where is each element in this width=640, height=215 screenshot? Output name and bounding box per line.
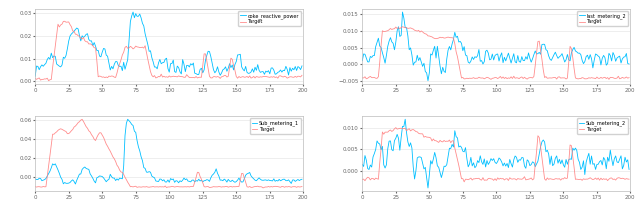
- coke_reactive_power: [129, 11, 137, 13]
- Sub_metering_2: [432, 156, 440, 159]
- Target: [625, 178, 633, 181]
- Target: [614, 177, 622, 179]
- Sub_metering_2: [410, 166, 417, 168]
- Sub_metering_2: [605, 160, 612, 163]
- Sub_metering_1: [31, 178, 39, 180]
- Target: [605, 78, 612, 81]
- Target: [31, 77, 39, 80]
- Target: [358, 77, 366, 79]
- Target: [369, 76, 377, 79]
- last_metering_2: [369, 54, 377, 57]
- Target: [392, 126, 399, 129]
- coke_reactive_power: [286, 66, 294, 69]
- Line: Target: Target: [362, 128, 629, 182]
- Target: [47, 143, 55, 146]
- last_metering_2: [399, 11, 406, 13]
- Sub_metering_1: [42, 177, 50, 180]
- Target: [104, 145, 111, 147]
- Sub_metering_2: [625, 168, 633, 171]
- Target: [374, 75, 382, 78]
- Target: [410, 28, 417, 30]
- Target: [61, 20, 68, 23]
- Sub_metering_1: [72, 183, 79, 185]
- Target: [625, 76, 633, 79]
- Target: [278, 185, 285, 188]
- Sub_metering_1: [104, 179, 111, 181]
- Sub_metering_1: [124, 118, 132, 121]
- Legend: coke_reactive_power, Target: coke_reactive_power, Target: [238, 11, 301, 26]
- Legend: Sub_metering_1, Target: Sub_metering_1, Target: [250, 118, 301, 134]
- coke_reactive_power: [42, 62, 50, 64]
- Sub_metering_2: [614, 161, 622, 164]
- last_metering_2: [374, 37, 382, 40]
- Sub_metering_1: [278, 179, 285, 181]
- last_metering_2: [424, 79, 432, 82]
- Sub_metering_1: [83, 167, 90, 170]
- Target: [45, 79, 52, 82]
- Target: [259, 187, 267, 189]
- Sub_metering_2: [358, 163, 366, 166]
- Line: coke_reactive_power: coke_reactive_power: [35, 12, 302, 76]
- Legend: Sub_metering_2, Target: Sub_metering_2, Target: [577, 118, 628, 134]
- coke_reactive_power: [298, 64, 306, 67]
- Target: [298, 185, 306, 188]
- Target: [42, 186, 50, 188]
- Sub_metering_2: [369, 156, 377, 158]
- Target: [298, 74, 306, 77]
- Target: [287, 186, 295, 189]
- coke_reactive_power: [81, 35, 88, 37]
- Line: Target: Target: [35, 119, 302, 188]
- Sub_metering_2: [401, 118, 409, 121]
- Target: [460, 181, 468, 183]
- Target: [374, 178, 382, 181]
- last_metering_2: [410, 64, 417, 66]
- Target: [605, 178, 612, 180]
- Sub_metering_1: [47, 166, 55, 169]
- Target: [42, 78, 50, 80]
- Target: [399, 25, 406, 28]
- Target: [358, 178, 366, 181]
- Target: [487, 78, 495, 81]
- Target: [410, 128, 417, 131]
- Target: [49, 66, 56, 69]
- Line: Target: Target: [35, 21, 302, 81]
- coke_reactive_power: [102, 54, 110, 56]
- Target: [78, 118, 86, 121]
- last_metering_2: [614, 56, 622, 58]
- last_metering_2: [625, 63, 633, 65]
- coke_reactive_power: [47, 52, 55, 54]
- Line: Target: Target: [362, 27, 629, 79]
- Line: Sub_metering_1: Sub_metering_1: [35, 119, 302, 184]
- Target: [278, 75, 285, 78]
- Sub_metering_1: [298, 178, 306, 181]
- last_metering_2: [358, 59, 366, 62]
- Sub_metering_2: [374, 142, 382, 144]
- Sub_metering_1: [287, 182, 295, 185]
- Sub_metering_2: [424, 187, 432, 189]
- last_metering_2: [605, 52, 612, 55]
- coke_reactive_power: [276, 69, 284, 71]
- Target: [431, 37, 438, 40]
- Target: [84, 40, 92, 43]
- last_metering_2: [432, 57, 440, 59]
- Target: [369, 177, 377, 180]
- Target: [614, 75, 622, 78]
- Target: [431, 139, 438, 142]
- Target: [287, 75, 295, 78]
- Target: [31, 185, 39, 188]
- Target: [105, 75, 113, 77]
- Line: last_metering_2: last_metering_2: [362, 12, 629, 81]
- Legend: last_metering_2, Target: last_metering_2, Target: [577, 11, 628, 26]
- coke_reactive_power: [31, 75, 39, 78]
- Line: Sub_metering_2: Sub_metering_2: [362, 119, 629, 188]
- Target: [83, 125, 90, 128]
